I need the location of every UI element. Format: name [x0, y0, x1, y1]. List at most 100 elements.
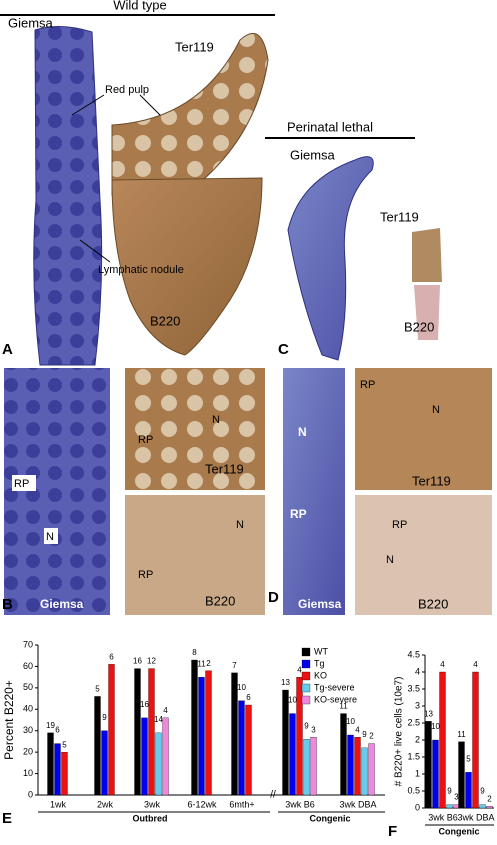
bar — [101, 730, 108, 796]
x-tick-label: 6mth+ — [229, 799, 254, 809]
sample-size: 2 — [369, 732, 374, 741]
b220-tile — [125, 495, 265, 615]
sample-size: 11 — [457, 730, 466, 739]
region-label: RP — [14, 478, 29, 490]
stain-label: Giemsa — [8, 15, 54, 30]
stain-label: Giemsa — [298, 597, 342, 611]
bar — [134, 668, 141, 796]
bar — [238, 700, 245, 796]
y-tick-label: 40 — [23, 704, 33, 714]
legend-swatch — [301, 671, 311, 681]
sample-size: 6 — [246, 693, 251, 702]
region-label: RP — [360, 379, 375, 391]
y-axis-label: # B220+ live cells (10e7) — [394, 677, 405, 787]
sample-size: 5 — [95, 685, 100, 694]
panel-letter: E — [2, 810, 12, 827]
ter119-section — [412, 228, 442, 282]
legend-label: Tg-severe — [314, 682, 355, 692]
bar — [282, 689, 289, 796]
arrow — [79, 239, 111, 263]
sample-size: 10 — [346, 717, 355, 726]
sample-size: 9 — [447, 787, 452, 796]
sample-size: 6 — [55, 726, 60, 735]
sample-size: 4 — [297, 665, 302, 674]
bar — [465, 772, 472, 809]
y-tick-label: 1.5 — [407, 751, 420, 761]
bar — [296, 676, 303, 796]
panel-letter: D — [268, 589, 279, 606]
y-tick-label: 60 — [23, 661, 33, 671]
y-tick-label: 10 — [23, 768, 33, 778]
sample-size: 9 — [362, 730, 367, 739]
stain-label: Giemsa — [290, 147, 336, 162]
callout: Red pulp — [105, 84, 149, 96]
y-tick-label: 0 — [415, 802, 420, 812]
bar — [54, 743, 61, 796]
b220-tile — [355, 495, 492, 615]
giemsa-section — [33, 26, 103, 366]
bar — [458, 741, 465, 809]
arrow — [139, 94, 161, 116]
region-label: RP — [392, 519, 407, 531]
region-label: RP — [138, 434, 153, 446]
sample-size: 4 — [473, 660, 478, 669]
sample-size: 7 — [232, 661, 237, 670]
legend-label: KO-severe — [314, 694, 357, 704]
sample-size: 10 — [431, 722, 440, 731]
bar — [310, 736, 317, 796]
sample-size: 5 — [62, 740, 67, 749]
ter119-tile — [355, 368, 492, 490]
header: Perinatal lethal — [287, 119, 373, 134]
y-tick-label: 70 — [23, 639, 33, 649]
y-tick-label: 3.5 — [407, 683, 420, 693]
b220-section — [111, 177, 263, 356]
x-tick-label: 3wk B6 — [428, 812, 458, 822]
ter119-tile — [125, 368, 265, 490]
legend-swatch — [301, 647, 311, 657]
group-label: Outbred — [133, 813, 168, 823]
sample-size: 16 — [133, 657, 142, 666]
sample-size: 12 — [147, 657, 156, 666]
region-label: N — [46, 531, 54, 543]
sample-size: 4 — [355, 725, 360, 734]
sample-size: 16 — [140, 700, 149, 709]
group-label: Congenic — [438, 826, 479, 836]
bar — [231, 672, 238, 796]
group-label: Congenic — [309, 813, 350, 823]
sample-size: 14 — [154, 715, 163, 724]
bar — [141, 717, 148, 796]
sample-size: 6 — [109, 652, 114, 661]
bar — [289, 713, 296, 796]
stain-label: Ter119 — [412, 473, 451, 488]
y-tick-label: 2 — [415, 734, 420, 744]
sample-size: 3 — [454, 793, 459, 802]
stain-label: Giemsa — [40, 597, 84, 611]
region-label: N — [298, 425, 307, 439]
bar — [198, 676, 205, 796]
y-tick-label: 50 — [23, 682, 33, 692]
sample-size: 13 — [424, 709, 433, 718]
callout: Lymphatic nodule — [98, 264, 184, 276]
sample-size: 2 — [487, 794, 492, 803]
sample-size: 9 — [480, 787, 485, 796]
bar — [205, 670, 212, 796]
label-box — [44, 528, 58, 544]
bar — [439, 671, 446, 809]
panel-letter: A — [2, 341, 13, 358]
bar — [148, 668, 155, 796]
stain-label: Ter119 — [205, 461, 244, 476]
region-label: N — [432, 404, 440, 416]
x-tick-label: 3wk DBA — [339, 799, 376, 809]
bar — [479, 804, 486, 809]
legend-swatch — [301, 683, 311, 693]
bar — [108, 664, 115, 796]
stain-label: B220 — [418, 596, 448, 611]
bar — [354, 736, 361, 796]
bar — [47, 732, 54, 796]
x-tick-label: 6-12wk — [187, 799, 217, 809]
y-tick-label: 30 — [23, 725, 33, 735]
panel-letter: B — [2, 596, 13, 613]
bar — [94, 696, 101, 796]
stain-label: B220 — [205, 593, 235, 608]
